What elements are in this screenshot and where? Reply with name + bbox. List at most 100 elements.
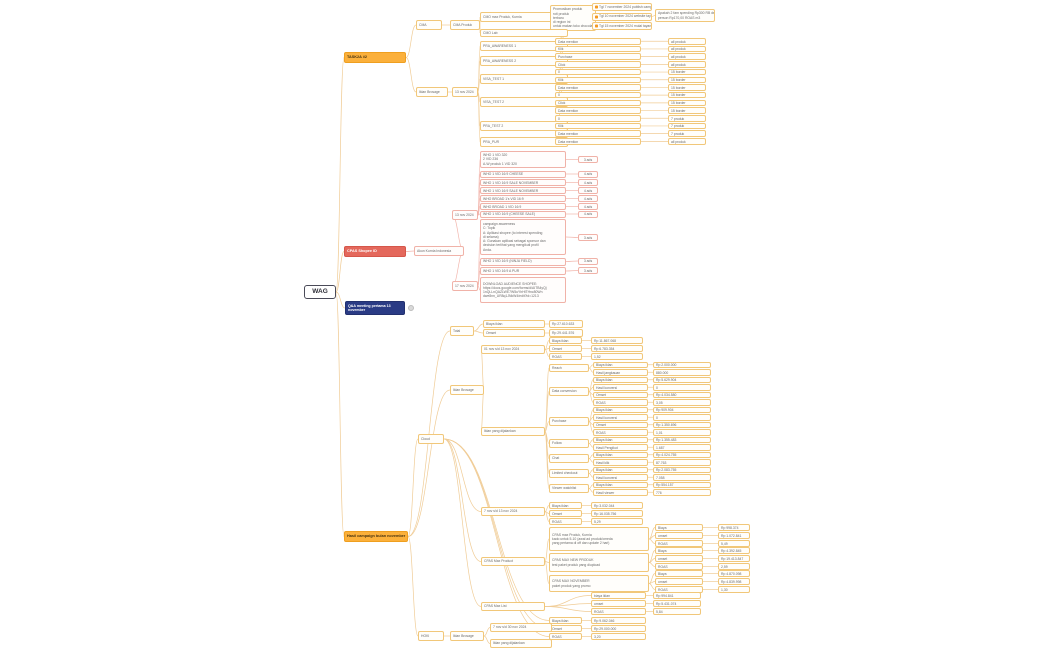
topic-cloud[interactable]: Cloud bbox=[418, 434, 444, 444]
date-note[interactable]: Tgl 15 november 2024 mulai tayang bbox=[592, 22, 652, 30]
value-cell[interactable]: Rp 11.867.068 bbox=[591, 337, 643, 344]
audience-cell[interactable]: 15 border bbox=[668, 84, 706, 91]
audience-cell[interactable]: all produk bbox=[668, 53, 706, 60]
audience-cell[interactable]: all produk bbox=[668, 45, 706, 53]
metric-cell[interactable]: Hasil klik bbox=[593, 459, 648, 466]
topic-b3[interactable]: CPAS MAX NOVEMBER paket produk yang promo bbox=[549, 575, 649, 592]
topic-t3l1[interactable]: Biaya bbox=[655, 570, 703, 577]
metric-cell[interactable]: Biaya iklan bbox=[593, 466, 648, 473]
value-cell[interactable]: Rp 994.841 bbox=[653, 592, 701, 599]
metric-cell[interactable]: ROAS bbox=[593, 429, 648, 436]
topic-iklan3[interactable]: Iklan Brosage bbox=[450, 631, 484, 641]
value-cell[interactable]: 776 bbox=[653, 489, 711, 496]
value-cell[interactable]: Rp 2.083.755 bbox=[653, 466, 711, 473]
audience-cell[interactable]: 15 border bbox=[668, 76, 706, 83]
metric-cell[interactable]: ROAS bbox=[593, 399, 648, 406]
topic-w9[interactable]: WHO 1 VID 16:9 (NINJA FIELD) bbox=[480, 257, 566, 266]
metric-cell[interactable]: Data mention bbox=[555, 130, 641, 137]
ads-count-chip[interactable]: 3 ads bbox=[578, 156, 598, 163]
metric-cell[interactable]: Hasil jangkauan bbox=[593, 369, 648, 376]
topic-tot2_l3[interactable]: ROAS bbox=[549, 633, 582, 640]
topic-w5[interactable]: WHO BROAD 1's VID 16:9 bbox=[480, 195, 566, 202]
metric-cell[interactable]: Data mention bbox=[555, 84, 641, 91]
topic-cma[interactable]: CMA bbox=[416, 20, 442, 30]
audience-cell[interactable]: 7 produk bbox=[668, 122, 706, 130]
topic-iklan2[interactable]: Iklan Brosage bbox=[450, 385, 484, 395]
value-cell[interactable]: Rp 6.783.354 bbox=[591, 345, 643, 352]
topic-w2[interactable]: WHO 1 VID 16:9 CHEESE bbox=[480, 170, 566, 178]
value-cell[interactable]: Rp 909.904 bbox=[653, 406, 711, 413]
topic-tot2_l2[interactable]: Omset bbox=[549, 625, 582, 632]
audience-cell[interactable]: 15 border bbox=[668, 91, 706, 99]
topic-w1[interactable]: WHO 1 VID 320 2 VID 236 A-W produk 1 VID 3… bbox=[480, 151, 566, 168]
metric-cell[interactable]: Click bbox=[555, 61, 641, 68]
value-cell[interactable]: 880.000 bbox=[653, 369, 711, 376]
value-cell[interactable]: 1,01 bbox=[653, 429, 711, 436]
topic-total[interactable]: Total bbox=[450, 326, 474, 336]
metric-cell[interactable]: Hasil konversi bbox=[593, 414, 648, 421]
value-cell[interactable]: Rp 3.032.044 bbox=[591, 502, 643, 509]
value-cell[interactable]: 1,30 bbox=[718, 586, 750, 593]
topic-w7[interactable]: WHO 1 VID 16:9 (CHEESE SALE) bbox=[480, 210, 566, 218]
date-note[interactable]: Tgl 10 november 2024 website tayang bbox=[592, 12, 652, 21]
metric-cell[interactable]: Hasil konversi bbox=[593, 384, 648, 391]
value-cell[interactable]: Rp 4.024.755 bbox=[653, 451, 711, 458]
metric-cell[interactable]: Biaya iklan bbox=[593, 361, 648, 368]
audience-cell[interactable]: all produk bbox=[668, 38, 706, 45]
topic-tlab1[interactable]: Biaya iklan bbox=[483, 320, 545, 328]
topic-gconv[interactable]: Data conversion bbox=[549, 387, 589, 396]
value-cell[interactable]: Rp 1.350.696 bbox=[653, 421, 711, 428]
value-cell[interactable]: Rp 27.610.633 bbox=[549, 320, 583, 328]
topic-w3[interactable]: WHO 1 VID 16:9 SALE NOVEMBER bbox=[480, 179, 566, 186]
topic-cml_l2[interactable]: omset bbox=[591, 600, 646, 607]
topic-cml_l3[interactable]: ROAS bbox=[591, 608, 646, 615]
ads-count-chip[interactable]: 4 ads bbox=[578, 210, 598, 218]
topic-cmolab[interactable]: CMO Lab bbox=[480, 29, 568, 37]
value-cell[interactable]: 0 bbox=[653, 414, 711, 421]
topic-t1l1[interactable]: Biaya bbox=[655, 524, 703, 531]
value-cell[interactable]: Rp 1.072.841 bbox=[718, 532, 750, 539]
qa-note-icon[interactable] bbox=[408, 305, 414, 311]
metric-cell[interactable]: Click bbox=[555, 99, 641, 107]
topic-gfol[interactable]: Follow bbox=[549, 439, 589, 448]
audience-cell[interactable]: all produk bbox=[668, 61, 706, 68]
value-cell[interactable]: Rp 554.157 bbox=[653, 481, 711, 488]
ads-count-chip[interactable]: 4 ads bbox=[578, 203, 598, 210]
value-cell[interactable]: Rp 19.413.847 bbox=[718, 555, 750, 562]
topic-per2[interactable]: 7 nov s/d 13 nov 2024 bbox=[481, 507, 545, 516]
ads-count-chip[interactable]: 4 ads bbox=[578, 187, 598, 194]
topic-p1l1[interactable]: Biaya iklan bbox=[549, 337, 582, 344]
ads-count-chip[interactable]: 4 ads bbox=[578, 195, 598, 202]
metric-cell[interactable]: Hasil Pengikut bbox=[593, 444, 648, 451]
metric-cell[interactable]: Klik bbox=[555, 76, 641, 83]
topic-cmaprod[interactable]: CMA Produk bbox=[450, 20, 480, 30]
metric-cell[interactable]: Data mention bbox=[555, 38, 641, 45]
value-cell[interactable]: Rp 4.034.580 bbox=[653, 391, 711, 398]
topic-t1l3[interactable]: ROAS bbox=[655, 540, 703, 547]
value-cell[interactable]: 0 bbox=[653, 384, 711, 391]
topic-p1l3[interactable]: ROAS bbox=[549, 353, 582, 360]
topic-dij3[interactable]: Iklan yang dijalankan bbox=[490, 639, 552, 648]
metric-cell[interactable]: Data mention bbox=[555, 107, 641, 114]
value-cell[interactable]: Rp 16.035.756 bbox=[591, 510, 643, 517]
topic-greach[interactable]: Reach bbox=[549, 364, 589, 372]
topic-nov13b[interactable]: 13 nov 2024 bbox=[452, 210, 478, 220]
value-cell[interactable]: Rp 998.374 bbox=[718, 524, 750, 531]
value-cell[interactable]: Rp 29.000.000 bbox=[591, 625, 646, 632]
topic-nov17[interactable]: 17 nov 2024 bbox=[452, 281, 478, 291]
audience-cell[interactable]: all produk bbox=[668, 138, 706, 145]
topic-hoki[interactable]: HOKI bbox=[418, 631, 444, 641]
topic-t2l1[interactable]: Biaya bbox=[655, 547, 703, 554]
topic-cml_l1[interactable]: biaya iklan bbox=[591, 592, 646, 599]
metric-cell[interactable]: Omset bbox=[593, 421, 648, 428]
value-cell[interactable]: 3,05 bbox=[653, 399, 711, 406]
topic-w11[interactable]: DOWNLOAD AUDIENCE SHOPEE: https://docs.go… bbox=[480, 277, 566, 303]
metric-cell[interactable]: 0 bbox=[555, 115, 641, 122]
metric-cell[interactable]: Klik bbox=[555, 122, 641, 130]
topic-iklan1[interactable]: Iklan Brosage bbox=[416, 87, 448, 97]
metric-cell[interactable]: Biaya iklan bbox=[593, 376, 648, 383]
topic-w6[interactable]: WHO BROAD 1 VID 16:9 bbox=[480, 203, 566, 210]
topic-tlab2[interactable]: Omset bbox=[483, 329, 545, 337]
value-cell[interactable]: Rp 4.870.098 bbox=[718, 570, 750, 577]
metric-cell[interactable]: Biaya iklan bbox=[593, 481, 648, 488]
